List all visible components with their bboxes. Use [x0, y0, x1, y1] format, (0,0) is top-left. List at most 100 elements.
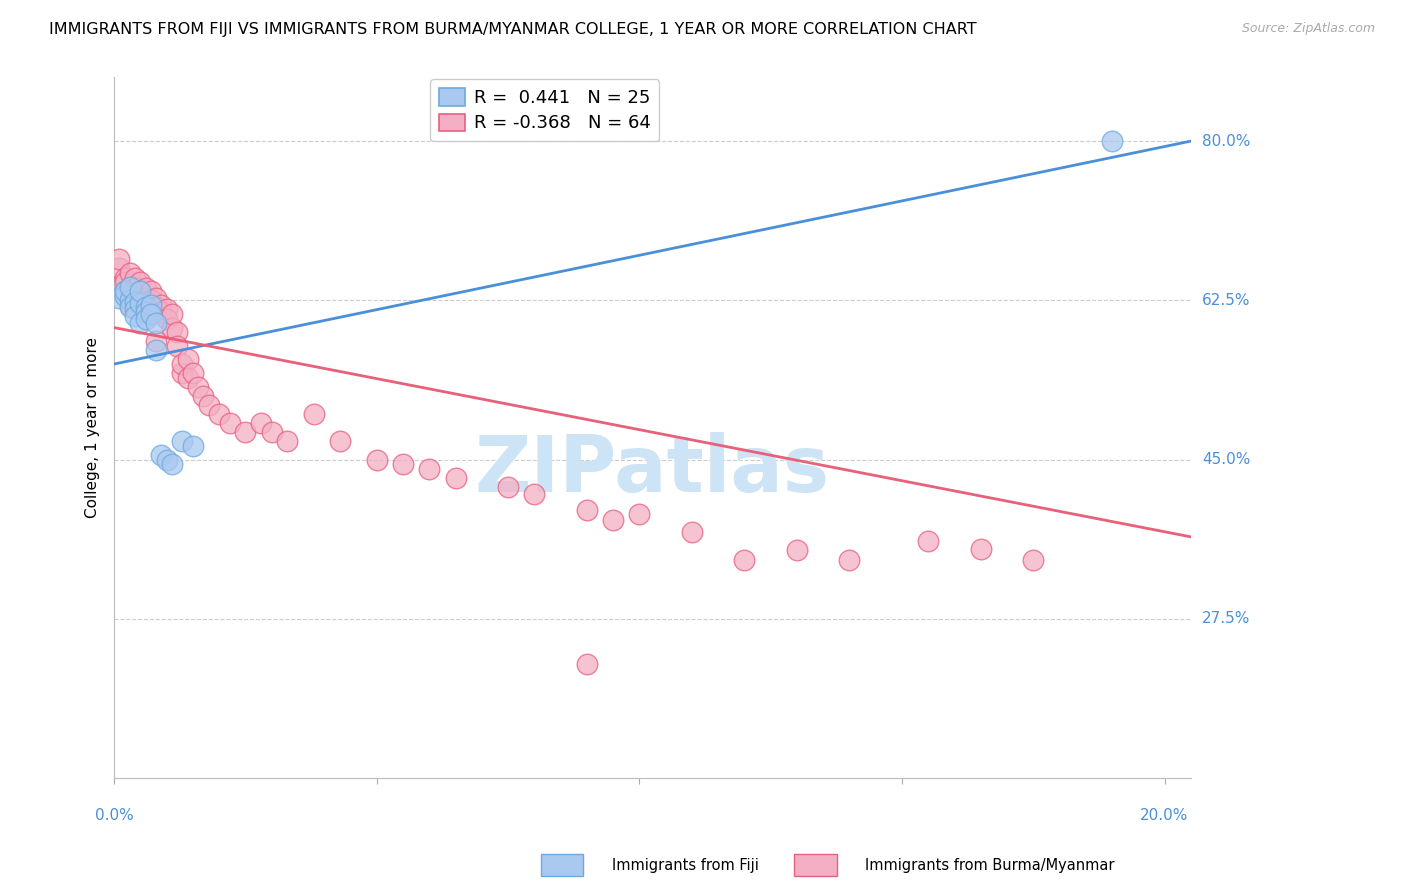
Point [1101, 134, 1123, 148]
Legend: R =  0.441   N = 25, R = -0.368   N = 64: R = 0.441 N = 25, R = -0.368 N = 64 [430, 79, 659, 142]
Point [118, 266, 141, 280]
Point [129, 284, 152, 298]
Point [124, 293, 146, 308]
Point [145, 334, 167, 349]
Text: 45.0%: 45.0% [1202, 452, 1250, 467]
Text: ZIPatlas: ZIPatlas [475, 432, 830, 508]
Y-axis label: College, 1 year or more: College, 1 year or more [86, 337, 100, 518]
Point [172, 357, 194, 371]
Point [172, 434, 194, 449]
Point [156, 452, 179, 467]
Point [444, 471, 467, 485]
Point [108, 291, 131, 305]
Point [135, 300, 157, 314]
Point [250, 416, 273, 430]
Point [114, 289, 136, 303]
Text: 27.5%: 27.5% [1202, 611, 1250, 626]
Point [172, 366, 194, 380]
Point [628, 507, 651, 521]
Point [392, 457, 415, 471]
Point [145, 316, 167, 330]
Point [124, 281, 146, 295]
Point [523, 487, 546, 501]
Point [108, 252, 131, 267]
Point [260, 425, 283, 440]
Point [160, 457, 183, 471]
Point [124, 295, 146, 310]
Point [124, 270, 146, 285]
Point [177, 352, 200, 367]
Point [124, 309, 146, 323]
Point [145, 291, 167, 305]
Point [181, 439, 204, 453]
Point [150, 448, 173, 462]
Point [129, 316, 152, 330]
Point [496, 480, 519, 494]
Point [139, 307, 162, 321]
Text: 80.0%: 80.0% [1202, 134, 1250, 149]
Point [114, 270, 136, 285]
Point [118, 289, 141, 303]
Point [575, 502, 598, 516]
Point [418, 461, 440, 475]
Point [187, 380, 209, 394]
Point [139, 284, 162, 298]
Point [139, 298, 162, 312]
Point [129, 296, 152, 310]
Text: 0.0%: 0.0% [94, 808, 134, 823]
Text: 62.5%: 62.5% [1202, 293, 1250, 308]
Point [118, 298, 141, 312]
Point [786, 543, 808, 558]
Point [135, 300, 157, 314]
Point [1022, 552, 1045, 566]
Point [135, 281, 157, 295]
Point [118, 279, 141, 293]
Point [129, 275, 152, 289]
Point [197, 398, 219, 412]
Point [276, 434, 298, 449]
Point [145, 300, 167, 314]
Point [150, 298, 173, 312]
Point [366, 452, 388, 467]
Point [193, 389, 215, 403]
Point [181, 366, 204, 380]
Point [302, 407, 325, 421]
Point [218, 416, 240, 430]
Text: Immigrants from Burma/Myanmar: Immigrants from Burma/Myanmar [865, 858, 1114, 872]
Point [150, 305, 173, 319]
Text: Source: ZipAtlas.com: Source: ZipAtlas.com [1241, 22, 1375, 36]
Point [118, 300, 141, 314]
Point [235, 425, 257, 440]
Point [575, 657, 598, 672]
Point [114, 284, 136, 298]
Point [108, 261, 131, 276]
Point [166, 339, 188, 353]
Point [135, 305, 157, 319]
Point [917, 534, 939, 549]
Text: 20.0%: 20.0% [1140, 808, 1188, 823]
Point [160, 320, 183, 334]
Point [118, 279, 141, 293]
Point [139, 293, 162, 308]
Point [838, 552, 860, 566]
Point [135, 291, 157, 305]
Text: Immigrants from Fiji: Immigrants from Fiji [612, 858, 758, 872]
Point [124, 302, 146, 317]
Point [329, 434, 352, 449]
Point [129, 296, 152, 310]
Point [139, 302, 162, 317]
Point [145, 343, 167, 358]
Point [135, 311, 157, 326]
Point [733, 552, 755, 566]
Point [208, 407, 231, 421]
Point [118, 293, 141, 308]
Point [681, 525, 703, 540]
Point [156, 302, 179, 317]
Point [114, 275, 136, 289]
Point [602, 513, 624, 527]
Point [156, 311, 179, 326]
Point [166, 325, 188, 339]
Text: IMMIGRANTS FROM FIJI VS IMMIGRANTS FROM BURMA/MYANMAR COLLEGE, 1 YEAR OR MORE CO: IMMIGRANTS FROM FIJI VS IMMIGRANTS FROM … [49, 22, 977, 37]
Point [970, 541, 993, 556]
Point [177, 370, 200, 384]
